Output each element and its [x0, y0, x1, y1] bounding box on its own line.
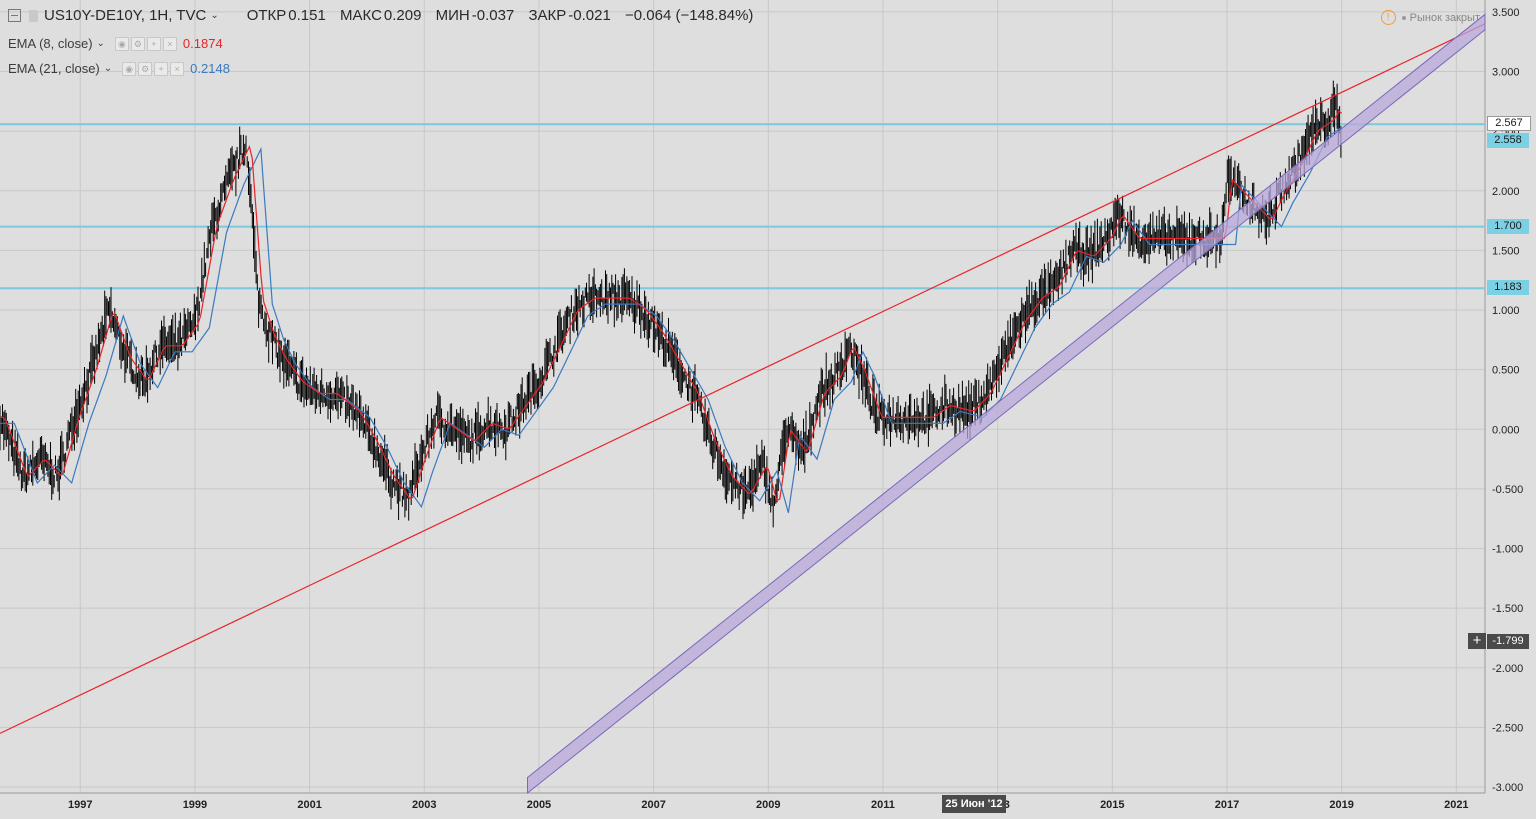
low-label: МИН [435, 7, 470, 24]
high-label: МАКС [340, 7, 382, 24]
y-tick-label: -3.000 [1492, 782, 1523, 794]
ema8-legend[interactable]: EMA (8, close) ⌄ ◉ ⚙ + × 0.1874 [8, 36, 223, 51]
close-value: -0.021 [568, 7, 611, 24]
resistance-trend-line[interactable] [0, 23, 1486, 734]
change-value: −0.064 (−148.84%) [624, 7, 754, 24]
y-tick-label: 2.000 [1492, 186, 1520, 198]
open-label: ОТКР [246, 7, 287, 24]
y-tick-label: 0.000 [1492, 424, 1520, 436]
x-tick-label: 2019 [1329, 799, 1353, 811]
y-tick-label: 1.000 [1492, 305, 1520, 317]
y-tick-label: 3.500 [1492, 7, 1520, 19]
high-value: 0.209 [383, 7, 422, 24]
flag-icon [29, 9, 38, 22]
low-value: -0.037 [471, 7, 515, 24]
symbol-title[interactable]: US10Y-DE10Y, 1H, TVC [44, 7, 207, 24]
plus-icon[interactable]: + [154, 61, 169, 76]
ema21-value: 0.2148 [190, 61, 230, 76]
x-tick-label: 2005 [527, 799, 551, 811]
chevron-down-icon[interactable]: ⌄ [96, 38, 105, 49]
gear-icon[interactable]: ⚙ [138, 61, 153, 76]
y-tick-label: -0.500 [1492, 484, 1523, 496]
x-tick-label: 2001 [297, 799, 321, 811]
indicator-buttons: ◉ ⚙ + × [122, 61, 185, 76]
crosshair-date-label: 25 Июн '12 [942, 795, 1006, 813]
last-price-label: 2.567 [1487, 116, 1531, 131]
x-tick-label: 1997 [68, 799, 92, 811]
y-tick-label: 3.000 [1492, 67, 1520, 79]
y-tick-label: 1.500 [1492, 245, 1520, 257]
ohlc-values: ОТКР 0.151 МАКС 0.209 МИН -0.037 ЗАКР -0.021… [247, 7, 764, 24]
x-tick-label: 2007 [641, 799, 665, 811]
open-value: 0.151 [288, 7, 326, 24]
y-tick-label: -2.000 [1492, 663, 1523, 675]
trend-channel[interactable] [527, 13, 1486, 795]
plus-icon[interactable]: + [146, 36, 161, 51]
chevron-down-icon[interactable]: ⌄ [103, 63, 113, 74]
ema8-label[interactable]: EMA (8, close) [8, 36, 93, 51]
ema21-label[interactable]: EMA (21, close) [8, 61, 100, 76]
hline-label-a: 2.558 [1487, 133, 1529, 148]
close-icon[interactable]: × [162, 36, 177, 51]
crosshair-plus-icon[interactable]: + [1468, 633, 1486, 649]
y-tick-label: -1.000 [1492, 544, 1523, 556]
eye-icon[interactable]: ◉ [122, 61, 137, 76]
ema21-legend[interactable]: EMA (21, close) ⌄ ◉ ⚙ + × 0.2148 [8, 61, 230, 76]
gear-icon[interactable]: ⚙ [130, 36, 145, 51]
market-status-label: Рынок закрыт [1409, 11, 1480, 24]
x-tick-label: 2009 [756, 799, 780, 811]
ema8-value: 0.1874 [182, 36, 223, 51]
x-tick-label: 2015 [1100, 799, 1124, 811]
close-label: ЗАКР [528, 7, 567, 24]
eye-icon[interactable]: ◉ [114, 36, 129, 51]
x-tick-label: 1999 [183, 799, 207, 811]
x-tick-label: 2003 [412, 799, 436, 811]
ema8-line [0, 109, 1343, 502]
x-tick-label: 2011 [871, 799, 895, 811]
dot-icon [1401, 15, 1406, 20]
close-icon[interactable]: × [170, 61, 185, 76]
hline-label-c: 1.183 [1487, 280, 1529, 295]
x-tick-label: 2021 [1444, 799, 1468, 811]
symbol-header: US10Y-DE10Y, 1H, TVC ⌄ ОТКР 0.151 МАКС 0.2… [8, 7, 763, 24]
y-tick-label: -2.500 [1492, 722, 1523, 734]
indicator-buttons: ◉ ⚙ + × [114, 36, 177, 51]
collapse-icon[interactable] [8, 9, 21, 22]
y-tick-label: 0.500 [1492, 365, 1520, 377]
hline-label-b: 1.700 [1487, 219, 1529, 234]
market-status: ! Рынок закрыт [1380, 10, 1480, 25]
x-tick-label: 2017 [1215, 799, 1239, 811]
crosshair-price-label: -1.799 [1487, 634, 1529, 649]
warning-icon: ! [1380, 10, 1396, 25]
ema21-line [0, 126, 1343, 513]
chevron-down-icon[interactable]: ⌄ [210, 10, 219, 21]
y-tick-label: -1.500 [1492, 603, 1523, 615]
